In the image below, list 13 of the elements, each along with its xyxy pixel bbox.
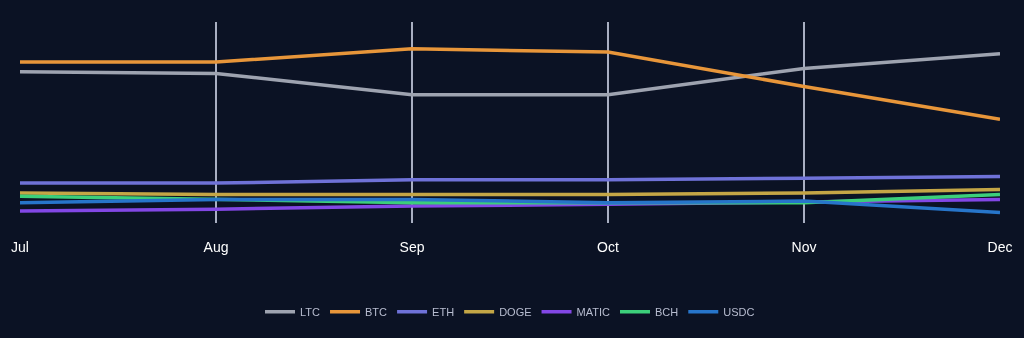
legend-label: USDC [723,306,755,319]
legend-label: LTC [300,306,321,319]
legend-label: ETH [432,306,455,319]
x-tick-label: Nov [791,239,817,255]
legend-label: DOGE [499,306,532,319]
legend-label: BCH [655,306,679,319]
legend-label: MATIC [576,306,610,319]
x-tick-label: Sep [399,239,425,255]
x-tick-label: Oct [597,239,619,255]
legend-label: BTC [365,306,388,319]
x-tick-label: Jul [11,239,29,255]
x-tick-label: Aug [203,239,229,255]
x-tick-label: Dec [987,239,1013,255]
